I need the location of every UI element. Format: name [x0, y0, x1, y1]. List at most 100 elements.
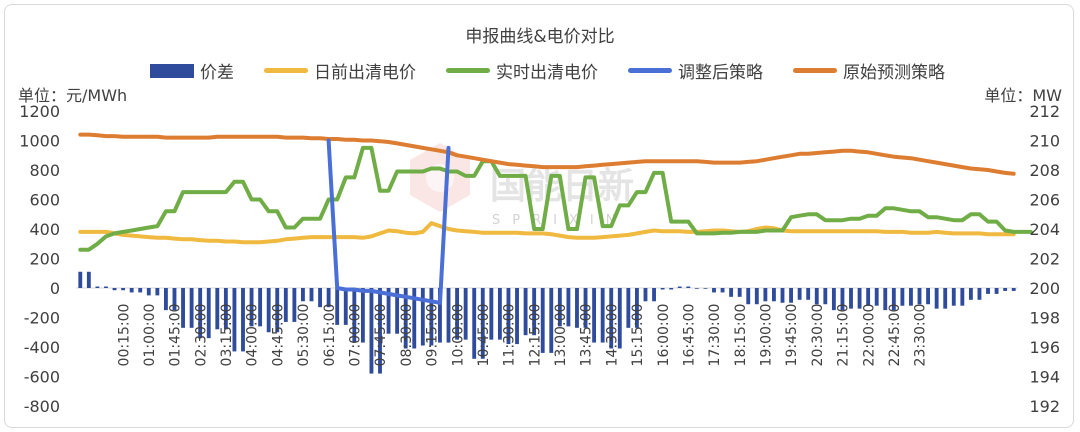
- spread-bar: [840, 288, 845, 311]
- spread-bar: [489, 288, 494, 340]
- x-tick-label: 16:45:00: [681, 304, 697, 367]
- x-tick-label: 22:00:00: [861, 304, 877, 367]
- x-tick-label: 04:00:00: [245, 304, 261, 367]
- spread-bar: [378, 288, 382, 374]
- left-tick-label: 800: [29, 161, 60, 180]
- legend-swatch-realtime: [446, 68, 490, 73]
- spread-bar: [86, 271, 91, 288]
- x-tick-label: 04:45:00: [270, 304, 286, 367]
- spread-bar: [549, 288, 554, 353]
- spread-bar: [78, 271, 83, 288]
- legend-item-adjusted: 调整后策略: [628, 58, 763, 83]
- spread-bar: [960, 288, 965, 306]
- series-lines: [78, 132, 1033, 305]
- spread-bar: [420, 288, 425, 346]
- spread-bar: [626, 288, 631, 328]
- spread-bar: [866, 288, 871, 306]
- spread-bar: [403, 288, 408, 349]
- spread-bar: [703, 288, 708, 289]
- spread-bar: [540, 288, 545, 353]
- spread-bar: [557, 288, 562, 327]
- x-tick-label: 13:00:00: [553, 304, 569, 367]
- spread-bar: [112, 288, 117, 291]
- x-tick-label: 10:00:00: [450, 304, 466, 367]
- spread-bar: [1011, 288, 1016, 291]
- spread-bar: [754, 288, 759, 305]
- spread-bar: [634, 288, 639, 328]
- spread-bar: [720, 288, 725, 293]
- spread-bar: [292, 288, 297, 322]
- spread-bar: [223, 288, 228, 330]
- spread-bar: [95, 286, 100, 288]
- spread-bar: [943, 288, 948, 309]
- x-tick-label: 09:15:00: [425, 304, 441, 367]
- spread-bar: [232, 288, 237, 352]
- spread-bar: [968, 288, 973, 300]
- x-tick-label: 07:00:00: [348, 304, 364, 367]
- right-tick-label: 208: [1029, 161, 1060, 180]
- left-tick-label: -600: [24, 368, 60, 387]
- spread-bar: [652, 288, 656, 302]
- legend: 价差 日前出清电价 实时出清电价 调整后策略 原始预测策略: [150, 58, 945, 83]
- spread-bar: [934, 288, 939, 309]
- spread-bar: [463, 288, 468, 340]
- x-tick-label: 11:30:00: [502, 304, 518, 367]
- realtime-line: [78, 145, 1033, 252]
- x-tick-label: 14:30:00: [604, 304, 620, 367]
- spread-bar: [814, 288, 819, 305]
- original-strategy-line: [78, 132, 1016, 176]
- x-tick-label: 03:15:00: [219, 304, 235, 367]
- left-tick-label: -800: [24, 397, 60, 416]
- spread-bar: [206, 288, 211, 339]
- spread-bar: [326, 288, 331, 308]
- x-tick-label: 12:15:00: [527, 304, 543, 367]
- spread-bar: [917, 288, 922, 305]
- spread-bar: [857, 288, 862, 309]
- spread-bar: [823, 288, 828, 305]
- spread-bar: [129, 288, 134, 293]
- right-tick-label: 212: [1029, 102, 1060, 121]
- spread-bar: [215, 288, 220, 330]
- spread-bar: [737, 288, 742, 297]
- x-tick-label: 17:30:00: [707, 304, 723, 367]
- watermark-subtext: SPRIXIN: [492, 213, 627, 228]
- x-tick-label: 23:30:00: [913, 304, 929, 367]
- spread-bar: [900, 288, 905, 306]
- x-tick-label: 13:45:00: [579, 304, 595, 367]
- right-tick-label: 200: [1029, 279, 1060, 298]
- spread-bar: [909, 288, 913, 306]
- spread-bar: [609, 288, 614, 349]
- left-tick-label: 0: [50, 279, 60, 298]
- spread-bar: [729, 288, 734, 297]
- spread-bar: [566, 288, 571, 327]
- spread-bar: [780, 288, 785, 303]
- spread-bar: [891, 288, 896, 311]
- spread-bar: [831, 288, 836, 311]
- spread-bar: [643, 288, 648, 302]
- legend-item-dayahead: 日前出清电价: [264, 58, 416, 83]
- spread-bar: [155, 288, 160, 296]
- right-tick-label: 206: [1029, 191, 1060, 210]
- legend-label-adjusted: 调整后策略: [678, 63, 763, 83]
- spread-bar: [712, 288, 716, 293]
- spread-bar: [309, 288, 314, 302]
- spread-bar: [121, 288, 126, 291]
- spread-bar: [283, 288, 288, 322]
- spread-bar: [258, 288, 263, 327]
- right-tick-label: 196: [1029, 338, 1060, 357]
- right-tick-label: 204: [1029, 220, 1060, 239]
- spread-bar: [677, 286, 682, 288]
- left-tick-label: 1000: [19, 132, 60, 151]
- spread-bar: [266, 288, 271, 333]
- spread-bar: [532, 288, 537, 336]
- spread-bar: [241, 288, 245, 352]
- legend-swatch-dayahead: [264, 68, 308, 73]
- spread-bar: [772, 288, 776, 302]
- spread-bar: [1003, 288, 1008, 291]
- right-tick-label: 202: [1029, 250, 1060, 269]
- spread-bar: [686, 286, 691, 288]
- spread-bar: [301, 288, 305, 302]
- spread-bar: [592, 288, 597, 343]
- spread-bar: [951, 288, 956, 306]
- spread-bar: [335, 288, 340, 325]
